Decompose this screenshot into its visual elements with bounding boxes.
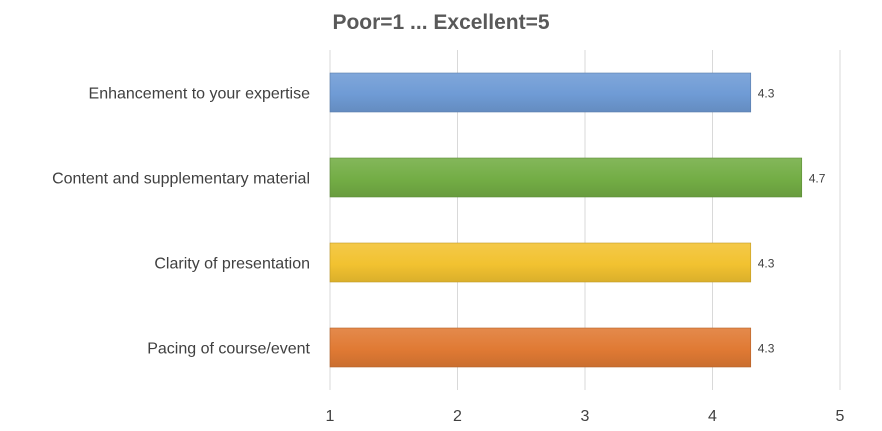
bar bbox=[329, 327, 752, 368]
data-labels: 4.3 4.7 4.3 4.3 bbox=[758, 87, 826, 356]
data-label: 4.3 bbox=[758, 257, 775, 271]
chart-title: Poor=1 ... Excellent=5 bbox=[332, 11, 549, 34]
category-label: Pacing of course/event bbox=[147, 341, 310, 358]
bar bbox=[329, 72, 752, 113]
data-label: 4.7 bbox=[809, 172, 826, 186]
x-tick-label: 5 bbox=[836, 408, 845, 425]
category-labels: Enhancement to your expertise Content and… bbox=[52, 86, 310, 358]
x-axis-ticks: 1 2 3 4 5 bbox=[326, 408, 845, 425]
bar bbox=[329, 242, 752, 283]
bar bbox=[329, 157, 803, 198]
x-tick-label: 4 bbox=[708, 408, 717, 425]
bars bbox=[329, 72, 803, 368]
category-label: Clarity of presentation bbox=[154, 256, 310, 273]
category-label: Enhancement to your expertise bbox=[89, 86, 311, 103]
data-label: 4.3 bbox=[758, 342, 775, 356]
category-label: Content and supplementary material bbox=[52, 171, 310, 188]
x-tick-label: 3 bbox=[581, 408, 590, 425]
data-label: 4.3 bbox=[758, 87, 775, 101]
x-tick-label: 1 bbox=[326, 408, 335, 425]
x-tick-label: 2 bbox=[453, 408, 462, 425]
